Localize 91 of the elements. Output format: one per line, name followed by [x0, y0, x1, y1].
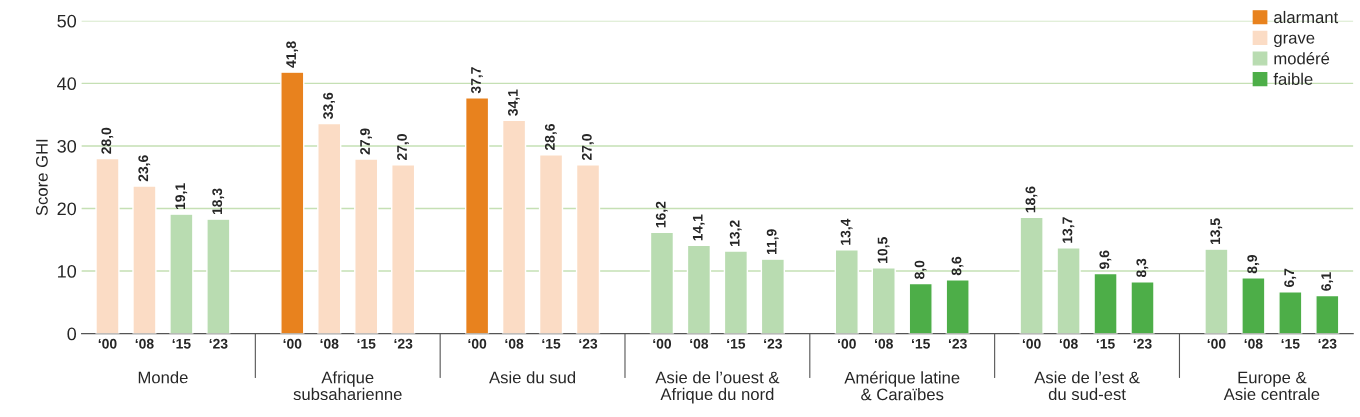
text: Europe & Asie centrale	[1223, 371, 1320, 401]
y-tick-label: 0	[67, 327, 77, 341]
x-tick-label: ‘15	[542, 338, 561, 349]
legend-label: alarmant	[1274, 10, 1339, 24]
x-tick-label: ‘08	[1244, 338, 1263, 349]
data-label: 33,6	[323, 92, 336, 119]
legend-label: grave	[1274, 34, 1315, 48]
x-tick-label: ‘08	[505, 338, 524, 349]
x-tick-label: ‘15	[912, 338, 930, 349]
x-tick-label: ‘15	[357, 338, 376, 349]
data-label: 13,7	[1062, 217, 1075, 243]
x-tick-label: ‘23	[579, 338, 598, 349]
bar	[1241, 277, 1266, 334]
data-label: 8,0	[914, 260, 927, 279]
bar	[95, 157, 120, 334]
data-label: 27,9	[360, 128, 372, 155]
x-tick-label: ‘00	[1022, 338, 1041, 349]
x-tick-label: ‘23	[1133, 338, 1152, 349]
data-label: 18,3	[212, 188, 225, 215]
data-label: 11,9	[766, 229, 779, 255]
x-tick-label: ‘08	[690, 338, 709, 349]
text: Asie du sud	[489, 371, 576, 384]
x-tick-label: ‘08	[320, 338, 339, 349]
data-label: 16,2	[655, 201, 668, 228]
y-tick-label: 10	[58, 264, 77, 278]
bar	[464, 97, 490, 334]
x-tick-label: ‘15	[1096, 338, 1115, 349]
bar	[132, 185, 157, 334]
bar	[1278, 290, 1303, 334]
bar	[391, 164, 416, 334]
text: Amérique latine & Caraïbes	[844, 371, 960, 401]
y-tick-label: 20	[57, 202, 77, 216]
data-label: 27,0	[397, 134, 409, 161]
x-tick-label: ‘08	[1059, 338, 1078, 349]
data-label: 8,3	[1136, 258, 1149, 278]
data-label: 8,9	[1247, 254, 1260, 274]
data-label: 9,6	[1099, 250, 1112, 269]
data-label: 19,1	[175, 183, 188, 210]
bar	[317, 122, 342, 334]
data-label: 28,0	[101, 127, 114, 154]
x-tick-label: ‘23	[1318, 338, 1337, 349]
data-label: 27,0	[581, 134, 594, 161]
bar	[575, 164, 601, 334]
data-label: 13,2	[729, 220, 742, 246]
data-label: 37,7	[471, 67, 483, 94]
x-tick-label: ‘15	[727, 338, 746, 349]
bar	[501, 119, 527, 334]
x-tick-label: ‘23	[209, 338, 228, 349]
x-tick-label: ‘00	[653, 338, 672, 349]
x-tick-label: ‘00	[98, 338, 117, 349]
x-tick-label: ‘00	[468, 338, 487, 349]
bar	[945, 279, 970, 334]
bar	[908, 282, 933, 334]
data-label: 6,1	[1321, 272, 1334, 291]
data-label: 18,6	[1025, 186, 1038, 213]
x-tick-label: ‘08	[875, 338, 893, 349]
data-label: 34,1	[507, 89, 520, 116]
y-tick-label: 40	[57, 77, 77, 91]
x-tick-label: ‘15	[1281, 338, 1300, 349]
legend-label: faible	[1273, 72, 1313, 86]
data-label: 13,5	[1210, 218, 1223, 245]
bar	[354, 158, 379, 334]
x-tick-label: ‘23	[948, 338, 967, 349]
data-label: 41,8	[286, 41, 299, 68]
text: Monde	[138, 371, 188, 384]
x-tick-label: ‘00	[283, 338, 302, 349]
bar	[1093, 272, 1118, 334]
y-tick-label: 50	[57, 14, 77, 28]
x-tick-label: ‘15	[172, 338, 191, 349]
data-label: 8,6	[951, 256, 964, 276]
y-tick-label: 30	[57, 139, 77, 153]
x-tick-label: ‘23	[394, 338, 413, 349]
data-label: 13,4	[840, 218, 853, 245]
bar	[1130, 280, 1155, 334]
data-label: 28,6	[544, 124, 557, 151]
data-label: 6,7	[1284, 268, 1297, 288]
x-tick-label: ‘00	[838, 338, 856, 349]
data-label: 10,5	[877, 237, 890, 263]
data-label: 14,1	[692, 214, 705, 241]
text: Afrique subsaharienne	[293, 371, 402, 401]
x-tick-label: ‘00	[1207, 338, 1226, 349]
x-tick-label: ‘08	[135, 338, 154, 349]
bar	[538, 154, 564, 334]
text: Asie de l’est & du sud-est	[1034, 371, 1140, 401]
x-tick-label: ‘23	[764, 338, 782, 349]
bar	[1315, 294, 1340, 334]
y-axis-title: Score GHI	[36, 139, 48, 216]
bar	[280, 71, 305, 334]
data-label: 23,6	[138, 155, 151, 182]
legend-label: modéré	[1274, 51, 1330, 65]
text: Asie de l’ouest & Afrique du nord	[655, 371, 780, 404]
